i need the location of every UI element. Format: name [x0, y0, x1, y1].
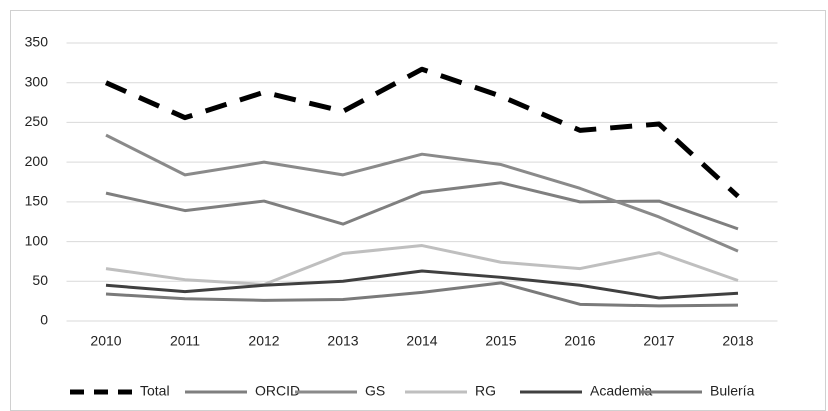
x-tick-label: 2011: [170, 333, 200, 349]
x-tick-label: 2013: [327, 333, 358, 349]
y-tick-label: 150: [25, 193, 49, 209]
x-tick-label: 2016: [564, 333, 595, 349]
x-tick-label: 2012: [248, 333, 279, 349]
series-line: [104, 66, 740, 199]
y-tick-label: 100: [25, 232, 49, 248]
legend-label: GS: [365, 383, 385, 399]
series-line: [105, 181, 739, 231]
legend-label: Bulería: [710, 383, 755, 399]
y-tick-label: 0: [40, 312, 48, 328]
x-tick-label: 2017: [643, 333, 674, 349]
x-tick-label: 2018: [722, 333, 753, 349]
legend-label: ORCID: [255, 383, 300, 399]
series-line: [105, 244, 739, 286]
y-tick-label: 50: [32, 272, 48, 288]
y-tick-label: 250: [25, 113, 49, 129]
y-tick-label: 200: [25, 153, 49, 169]
series-line: [105, 269, 739, 300]
x-tick-label: 2015: [485, 333, 516, 349]
x-tick-label: 2010: [90, 333, 121, 349]
y-tick-label: 300: [25, 73, 49, 89]
y-tick-label: 350: [25, 34, 49, 50]
legend-label: Total: [140, 383, 170, 399]
x-tick-label: 2014: [406, 333, 437, 349]
legend-label: Academia: [590, 383, 652, 399]
series-line: [105, 281, 739, 308]
series-line: [105, 133, 739, 253]
legend-label: RG: [475, 383, 496, 399]
